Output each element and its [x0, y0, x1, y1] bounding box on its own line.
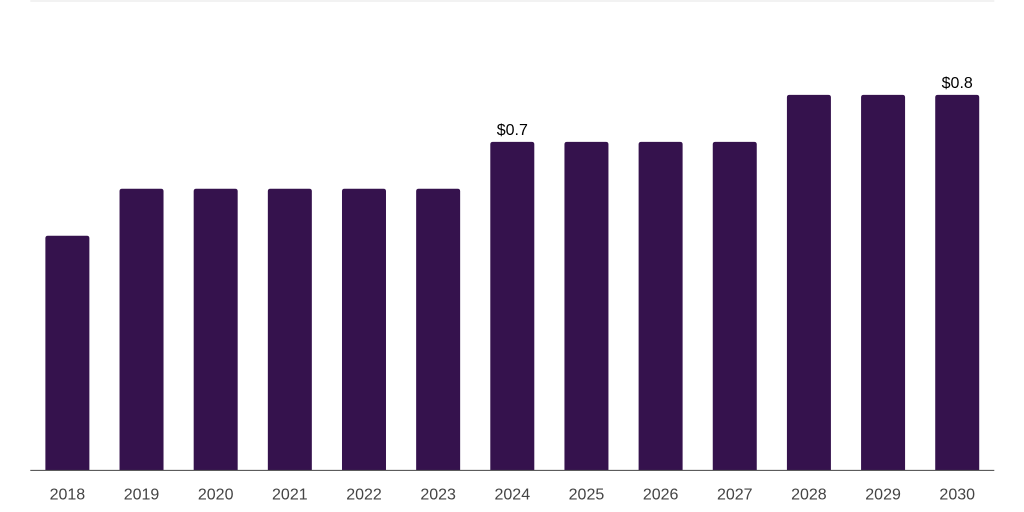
svg-text:$0.8: $0.8 — [942, 75, 973, 92]
svg-text:2025: 2025 — [569, 487, 605, 504]
svg-text:2024: 2024 — [495, 487, 531, 504]
svg-text:$0.7: $0.7 — [497, 122, 528, 139]
svg-text:2022: 2022 — [346, 487, 382, 504]
svg-text:2020: 2020 — [198, 487, 234, 504]
svg-text:2029: 2029 — [865, 487, 901, 504]
svg-text:2019: 2019 — [124, 487, 160, 504]
svg-text:2021: 2021 — [272, 487, 308, 504]
svg-text:2027: 2027 — [717, 487, 753, 504]
svg-text:2018: 2018 — [50, 487, 86, 504]
svg-text:2028: 2028 — [791, 487, 827, 504]
svg-text:2023: 2023 — [420, 487, 456, 504]
svg-text:2030: 2030 — [939, 487, 975, 504]
svg-text:2026: 2026 — [643, 487, 679, 504]
